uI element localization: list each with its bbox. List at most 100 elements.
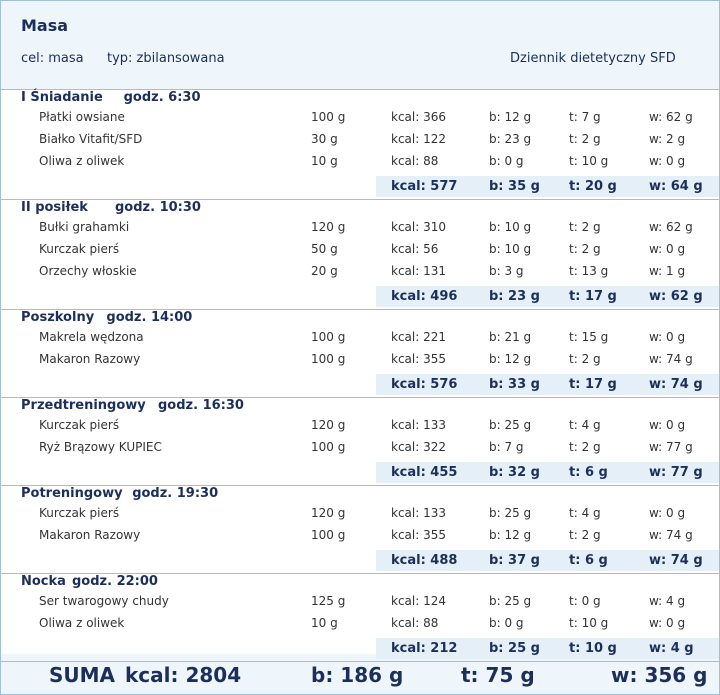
summary-carbs: w: 356 g	[611, 663, 708, 687]
protein: b: 10 g	[489, 220, 532, 234]
total-fat: t: 20 g	[569, 179, 617, 194]
total-carbs: w: 4 g	[649, 641, 694, 656]
meal-time: godz. 22:00	[72, 574, 158, 589]
total-carbs: w: 74 g	[649, 553, 703, 568]
total-fat: t: 17 g	[569, 377, 617, 392]
amount: 120 g	[311, 506, 346, 520]
fat: t: 4 g	[569, 506, 601, 520]
total-protein: b: 25 g	[489, 641, 540, 656]
carbs: w: 2 g	[649, 132, 686, 146]
summary: SUMA kcal: 2804 b: 186 g t: 75 g w: 356 …	[1, 654, 719, 694]
total-kcal: kcal: 577	[391, 179, 458, 194]
fat: t: 10 g	[569, 154, 609, 168]
summary-label: SUMA	[49, 663, 116, 687]
protein: b: 7 g	[489, 440, 524, 454]
carbs: w: 0 g	[649, 330, 686, 344]
fat: t: 2 g	[569, 242, 601, 256]
kcal: kcal: 310	[391, 220, 446, 234]
amount: 100 g	[311, 110, 346, 124]
total-kcal: kcal: 212	[391, 641, 458, 656]
food-name: Kurczak pierś	[39, 506, 120, 520]
total-row-bg	[376, 462, 719, 483]
total-carbs: w: 64 g	[649, 179, 703, 194]
meal-name: Potreningowy	[21, 486, 123, 501]
total-protein: b: 33 g	[489, 377, 540, 392]
carbs: w: 74 g	[649, 528, 693, 542]
amount: 125 g	[311, 594, 346, 608]
meal-time: godz. 16:30	[158, 398, 244, 413]
total-fat: t: 10 g	[569, 641, 617, 656]
amount: 120 g	[311, 220, 346, 234]
protein: b: 25 g	[489, 418, 532, 432]
meal-section: Nocka godz. 22:00 Ser twarogowy chudy 125 g…	[1, 574, 719, 662]
summary-protein: b: 186 g	[311, 663, 404, 687]
meal-name: Nocka	[21, 574, 66, 589]
title: Masa	[21, 16, 69, 35]
food-name: Makaron Razowy	[39, 528, 141, 542]
total-row-bg	[376, 286, 719, 307]
amount: 20 g	[311, 264, 338, 278]
food-name: Oliwa z oliwek	[39, 616, 125, 630]
carbs: w: 0 g	[649, 418, 686, 432]
protein: b: 23 g	[489, 132, 532, 146]
amount: 10 g	[311, 616, 338, 630]
amount: 30 g	[311, 132, 338, 146]
food-name: Płatki owsiane	[39, 110, 125, 124]
kcal: kcal: 133	[391, 506, 446, 520]
total-row-bg	[376, 374, 719, 395]
kcal: kcal: 221	[391, 330, 446, 344]
protein: b: 21 g	[489, 330, 532, 344]
total-fat: t: 6 g	[569, 465, 608, 480]
fat: t: 2 g	[569, 220, 601, 234]
total-kcal: kcal: 455	[391, 465, 458, 480]
total-fat: t: 17 g	[569, 289, 617, 304]
carbs: w: 0 g	[649, 242, 686, 256]
meal-time: godz. 19:30	[132, 486, 219, 501]
total-protein: b: 23 g	[489, 289, 540, 304]
total-row-bg	[376, 550, 719, 571]
amount: 100 g	[311, 440, 346, 454]
fat: t: 2 g	[569, 440, 601, 454]
meal-name: I Śniadanie	[21, 90, 103, 105]
carbs: w: 62 g	[649, 110, 693, 124]
food-name: Makrela wędzona	[39, 330, 144, 344]
kcal: kcal: 88	[391, 616, 439, 630]
protein: b: 12 g	[489, 352, 532, 366]
fat: t: 13 g	[569, 264, 609, 278]
fat: t: 2 g	[569, 132, 601, 146]
meal-section: I Śniadanie godz. 6:30 Płatki owsiane 100 g…	[1, 90, 719, 200]
amount: 100 g	[311, 352, 346, 366]
meal-name: Poszkolny	[21, 310, 95, 325]
food-name: Ryż Brązowy KUPIEC	[39, 440, 162, 454]
food-name: Makaron Razowy	[39, 352, 141, 366]
carbs: w: 0 g	[649, 154, 686, 168]
protein: b: 10 g	[489, 242, 532, 256]
food-name: Kurczak pierś	[39, 418, 120, 432]
carbs: w: 0 g	[649, 506, 686, 520]
protein: b: 12 g	[489, 110, 532, 124]
protein: b: 25 g	[489, 594, 532, 608]
fat: t: 2 g	[569, 352, 601, 366]
total-kcal: kcal: 488	[391, 553, 458, 568]
header: Masa cel: masa typ: zbilansowana Dzienni…	[1, 1, 719, 90]
amount: 100 g	[311, 528, 346, 542]
total-kcal: kcal: 576	[391, 377, 458, 392]
protein: b: 0 g	[489, 616, 524, 630]
fat: t: 4 g	[569, 418, 601, 432]
food-name: Bułki grahamki	[39, 220, 130, 234]
carbs: w: 77 g	[649, 440, 693, 454]
food-name: Kurczak pierś	[39, 242, 120, 256]
meal-section: Przedtreningowy godz. 16:30 Kurczak pierś 1…	[1, 398, 719, 486]
meal-time: godz. 14:00	[106, 310, 193, 325]
fat: t: 0 g	[569, 594, 601, 608]
diet-type: typ: zbilansowana	[107, 51, 225, 66]
total-protein: b: 32 g	[489, 465, 540, 480]
total-protein: b: 37 g	[489, 553, 540, 568]
kcal: kcal: 366	[391, 110, 446, 124]
fat: t: 15 g	[569, 330, 609, 344]
total-fat: t: 6 g	[569, 553, 608, 568]
protein: b: 12 g	[489, 528, 532, 542]
protein: b: 3 g	[489, 264, 524, 278]
total-row-bg	[376, 638, 719, 659]
meal-section: II posiłek godz. 10:30 Bułki grahamki 120 g…	[1, 200, 719, 310]
